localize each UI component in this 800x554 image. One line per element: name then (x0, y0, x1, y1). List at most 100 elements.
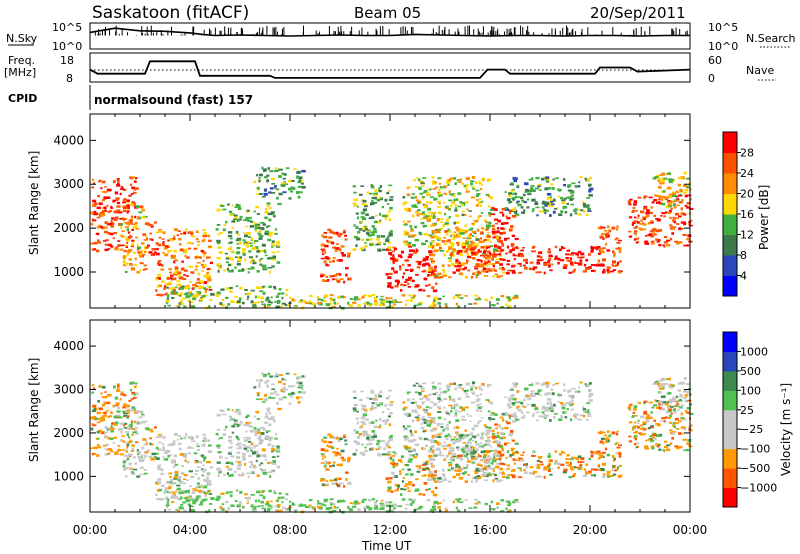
power-cell (511, 214, 517, 218)
velocity-cell (324, 464, 327, 468)
power-cell (407, 243, 411, 246)
power-cell (615, 237, 619, 240)
power-cell (480, 183, 483, 186)
power-cell (424, 257, 428, 261)
velocity-cell (104, 448, 109, 451)
velocity-cell (465, 450, 470, 452)
power-cell (511, 197, 516, 199)
velocity-cell (554, 450, 558, 453)
velocity-cell (381, 419, 386, 423)
velocity-cell (190, 505, 194, 508)
power-cell (597, 252, 601, 255)
velocity-cell (434, 470, 437, 473)
velocity-cell (269, 475, 272, 478)
power-cell (329, 302, 333, 306)
velocity-cell (442, 406, 446, 409)
power-cell (259, 290, 264, 293)
power-cell (430, 304, 434, 308)
power-cell (437, 193, 441, 195)
power-cell (627, 200, 632, 204)
velocity-cell (129, 468, 132, 470)
power-cell (437, 205, 442, 208)
velocity-cell (101, 415, 105, 419)
velocity-cell (149, 437, 152, 440)
velocity-cell (536, 466, 541, 470)
power-cell (632, 221, 636, 225)
station-title: Saskatoon (fitACF) (92, 3, 249, 23)
velocity-cell (277, 374, 281, 377)
velocity-cell (325, 507, 331, 511)
power-cell (92, 199, 97, 203)
power-cell (101, 190, 105, 193)
power-cell (219, 302, 223, 305)
velocity-cell (410, 432, 413, 435)
power-cell (466, 208, 469, 211)
velocity-cell (511, 419, 517, 423)
velocity-cell (163, 451, 168, 455)
velocity-cell (452, 452, 457, 456)
velocity-cell (485, 451, 489, 454)
velocity-cell (355, 417, 359, 420)
power-cell (484, 264, 489, 267)
power-cell (157, 243, 162, 247)
power-cell (684, 194, 688, 198)
power-cell (170, 292, 174, 295)
velocity-cell (360, 421, 365, 423)
velocity-cell (190, 436, 194, 439)
power-cell (533, 266, 538, 269)
power-cell (433, 248, 437, 251)
power-cell (181, 285, 185, 288)
power-cell (645, 234, 648, 237)
power-cell (96, 249, 100, 253)
power-cell (150, 253, 154, 257)
power-cell (190, 301, 194, 304)
power-cell (380, 235, 386, 238)
power-cell (483, 275, 488, 277)
power-cell (161, 264, 164, 267)
power-cell (269, 187, 274, 190)
power-cell (285, 293, 288, 297)
velocity-cell (271, 417, 274, 420)
power-cell (101, 210, 105, 214)
power-cell (227, 242, 233, 245)
velocity-cell (402, 401, 406, 404)
power-cell (387, 246, 392, 249)
power-cell (456, 268, 461, 272)
power-cell (104, 226, 108, 229)
power-cell (442, 201, 446, 204)
velocity-cell (228, 474, 233, 477)
velocity-cell (543, 467, 548, 471)
power-cell (370, 216, 375, 219)
velocity-cell (269, 375, 273, 378)
power-cell (261, 227, 265, 231)
velocity-cell (237, 437, 240, 441)
power-cell (336, 259, 340, 262)
velocity-cell (437, 416, 442, 420)
power-cell (365, 228, 369, 231)
power-cell (110, 207, 114, 209)
velocity-cell (457, 469, 462, 472)
velocity-cell (126, 446, 129, 449)
velocity-cell (120, 391, 124, 394)
power-cell (246, 292, 251, 296)
power-cell (501, 271, 506, 274)
velocity-cell (583, 468, 587, 471)
velocity-cell (392, 458, 395, 462)
power-cell (475, 274, 479, 276)
power-cell (426, 294, 431, 298)
velocity-cell (136, 421, 140, 423)
velocity-cell (466, 457, 470, 461)
velocity-cell (189, 497, 193, 500)
velocity-cell (485, 431, 490, 434)
velocity-cell (408, 450, 413, 453)
power-cell (184, 248, 188, 252)
velocity-cell (483, 424, 487, 427)
velocity-cell (252, 451, 257, 455)
power-cell (485, 224, 491, 227)
power-cell (479, 204, 483, 207)
velocity-cell (520, 458, 525, 462)
velocity-cell (387, 440, 390, 444)
power-cell (122, 260, 126, 264)
power-cell (131, 215, 134, 218)
power-cell (411, 279, 415, 283)
